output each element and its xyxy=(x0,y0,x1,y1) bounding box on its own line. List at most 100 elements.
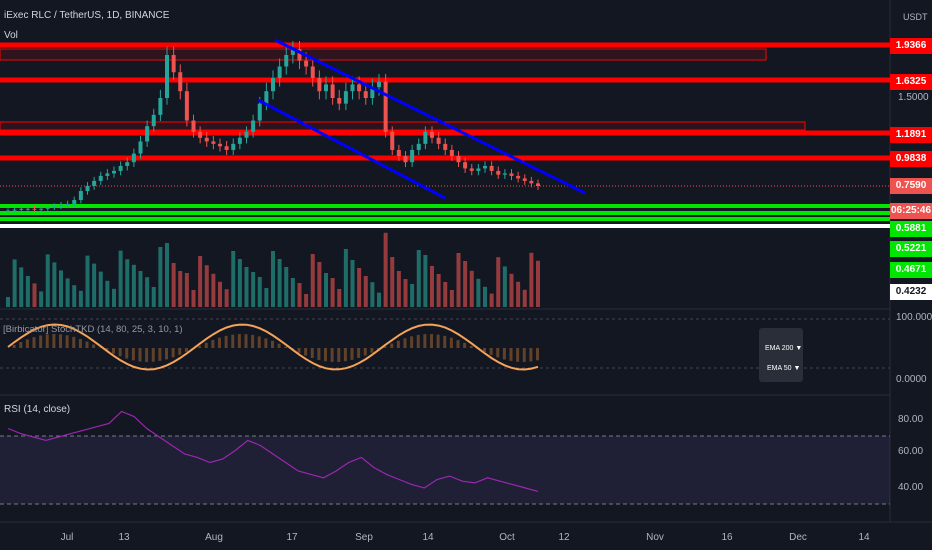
volume-bar xyxy=(211,273,216,307)
candle-body xyxy=(65,203,70,206)
stoch-histogram-bar xyxy=(52,334,56,348)
ema-200-label[interactable]: EMA 200 ▼ xyxy=(765,345,803,352)
time-label-13: 13 xyxy=(118,532,130,543)
candle-body xyxy=(483,165,487,169)
volume-bar xyxy=(131,264,136,307)
rsi-line xyxy=(7,410,539,492)
volume-bar xyxy=(39,291,44,307)
candle-body xyxy=(257,103,262,121)
stoch-histogram-bar xyxy=(489,348,493,355)
volume-bar xyxy=(158,247,163,307)
volume-bar xyxy=(350,260,355,307)
stoch-histogram-bar xyxy=(32,337,36,348)
stoch-histogram-bar xyxy=(59,334,62,348)
volume-bar xyxy=(78,290,83,307)
time-label-aug: Aug xyxy=(205,532,223,543)
volume-bar xyxy=(449,290,454,307)
candle-body xyxy=(456,156,461,163)
volume-bar xyxy=(237,259,242,307)
candle-body xyxy=(370,87,375,98)
volume-bar xyxy=(165,243,169,307)
stoch-histogram-bar xyxy=(271,340,274,348)
stoch-histogram-bar xyxy=(469,345,473,348)
candle-body xyxy=(112,170,116,174)
ema-widget[interactable]: EMA 200 ▼ EMA 50 ▼ xyxy=(759,328,803,382)
stoch-histogram-bar xyxy=(529,348,533,362)
stoch-histogram-bar xyxy=(357,348,361,358)
stoch-histogram-bar xyxy=(317,348,321,360)
volume-bar xyxy=(251,272,256,307)
candle-body xyxy=(476,168,481,171)
volume-bar xyxy=(19,267,24,307)
stoch-histogram-bar xyxy=(430,334,433,348)
stoch-histogram-bar xyxy=(105,348,109,351)
stoch-histogram-bar xyxy=(184,348,188,352)
candle-body xyxy=(522,178,527,181)
volume-bar xyxy=(469,270,474,307)
volume-bar xyxy=(502,266,507,307)
candle-body xyxy=(430,131,434,138)
currency-label[interactable]: USDT xyxy=(903,12,928,22)
countdown-tag: 06:25:46 xyxy=(890,203,932,219)
volume-label: Vol xyxy=(4,30,18,41)
stoch-histogram-bar xyxy=(509,348,513,361)
stoch-histogram-bar xyxy=(224,335,228,348)
candle-body xyxy=(184,91,189,121)
time-label-nov: Nov xyxy=(646,532,664,543)
stoch-histogram-bar xyxy=(502,348,506,360)
stoch-histogram-bar xyxy=(330,348,334,362)
time-label-12: 12 xyxy=(558,532,570,543)
volume-bar xyxy=(489,293,494,307)
candle-body xyxy=(251,120,256,132)
volume-bar xyxy=(178,271,183,307)
candle-body xyxy=(105,173,110,176)
stoch-histogram-bar xyxy=(145,348,149,362)
time-label-dec: Dec xyxy=(789,532,807,543)
candle-body xyxy=(211,141,216,144)
stoch-histogram-bar xyxy=(536,348,539,361)
candle-body xyxy=(343,91,348,104)
volume-bar xyxy=(72,285,77,307)
candle-body xyxy=(337,98,342,104)
rsi-indicator-label[interactable]: RSI (14, close) xyxy=(4,404,71,415)
volume-bar xyxy=(304,294,309,307)
volume-bar xyxy=(45,254,50,307)
time-label-oct: Oct xyxy=(499,532,515,543)
volume-bar xyxy=(284,267,289,307)
stoch-histogram-bar xyxy=(284,346,288,348)
candle-body xyxy=(204,137,209,142)
trendline-upper xyxy=(274,38,586,195)
stoch-histogram-bar xyxy=(19,341,23,348)
volume-bar xyxy=(403,279,408,307)
candle-body xyxy=(363,91,368,98)
volume-bar xyxy=(456,253,461,307)
volume-bar xyxy=(52,262,57,307)
stoch-histogram-bar xyxy=(456,340,460,348)
volume-bar xyxy=(396,271,401,307)
volume-bar xyxy=(290,278,295,307)
support-tag-2: 0.5221 xyxy=(890,241,932,257)
stoch-histogram-bar xyxy=(72,336,76,348)
volume-bar xyxy=(25,276,30,307)
stoch-histogram-bar xyxy=(324,348,327,362)
volume-bar xyxy=(125,259,130,307)
volume-bar xyxy=(310,254,315,307)
stoch-histogram-bar xyxy=(158,348,162,361)
candle-body xyxy=(509,173,514,176)
stoch-indicator-label[interactable]: [Birbicator] StochTKD (14, 80, 25, 3, 10… xyxy=(3,324,183,335)
candle-body xyxy=(72,200,77,204)
candle-body xyxy=(277,66,282,78)
ema-50-label[interactable]: EMA 50 ▼ xyxy=(767,365,801,372)
stoch-histogram-bar xyxy=(522,348,526,362)
support-tag-3: 0.4671 xyxy=(890,262,932,278)
candle-body xyxy=(198,131,203,138)
stoch-histogram-bar xyxy=(131,348,135,361)
candle-body xyxy=(237,137,242,144)
volume-bar xyxy=(145,277,150,307)
volume-bar xyxy=(496,257,501,307)
stoch-histogram-bar xyxy=(244,334,248,348)
axis-tick-1-5: 1.5000 xyxy=(898,92,929,103)
candle-body xyxy=(496,170,501,175)
